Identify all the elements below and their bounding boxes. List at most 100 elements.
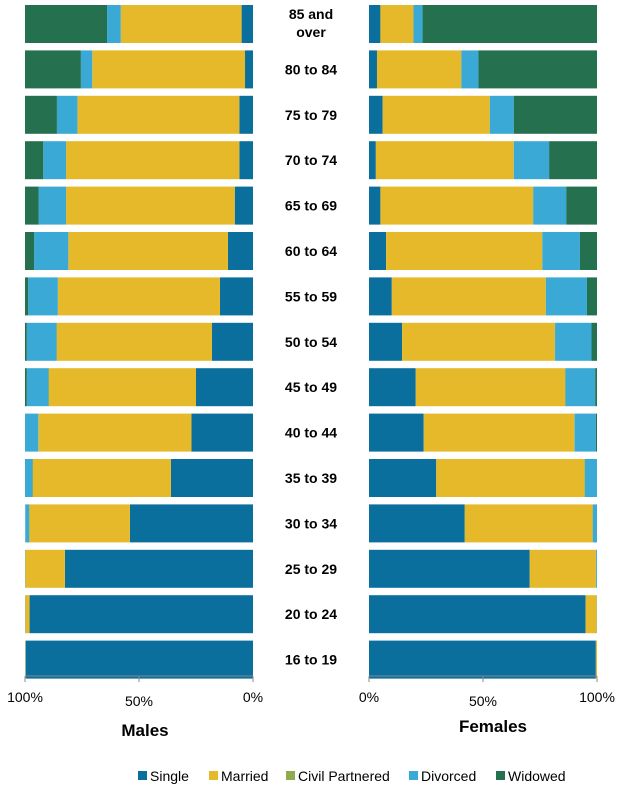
bar-females-married: [464, 504, 593, 543]
bar-females-married: [391, 277, 546, 316]
bar-females-single: [369, 277, 392, 316]
bar-males-widowed: [25, 232, 35, 270]
bar-females-divorced: [565, 368, 596, 407]
bar-females-divorced: [489, 95, 514, 134]
bar-females-widowed: [595, 368, 597, 407]
bar-females-married: [595, 640, 597, 679]
category-label: 16 to 19: [285, 652, 337, 668]
x-tick-label: 100%: [579, 689, 615, 705]
bar-females-single: [369, 504, 465, 543]
bar-males-married: [58, 277, 220, 316]
bar-males-divorced: [25, 504, 30, 543]
bar-males-married: [92, 50, 246, 89]
bar-males-married: [48, 368, 196, 407]
category-label: 55 to 59: [285, 288, 337, 304]
bar-females-married: [382, 95, 490, 134]
bar-males-married: [29, 504, 130, 543]
males-title: Males: [121, 721, 168, 740]
x-tick-label: 50%: [125, 693, 153, 709]
bar-females-divorced: [555, 322, 592, 361]
bar-males-single: [239, 95, 253, 134]
bar-males-divorced: [28, 277, 58, 316]
bar-females-single: [369, 595, 586, 634]
bar-females-divorced: [513, 141, 550, 180]
bar-females-widowed: [422, 5, 597, 43]
legend-swatch: [409, 771, 418, 780]
legend-label: Widowed: [508, 768, 566, 784]
bar-females-married: [380, 5, 414, 43]
legend-swatch: [138, 771, 147, 780]
bar-females-married: [376, 50, 462, 89]
bar-males-widowed: [25, 141, 44, 180]
bar-females-widowed: [549, 141, 597, 180]
bar-females-divorced: [592, 504, 597, 543]
bar-females-divorced: [542, 232, 580, 270]
bar-males-widowed: [25, 322, 27, 361]
bar-females-married: [380, 186, 534, 225]
females-title: Females: [459, 717, 527, 736]
bar-females-widowed: [566, 186, 597, 225]
bar-females-divorced: [533, 186, 567, 225]
category-label: 80 to 84: [285, 61, 337, 77]
bar-males-single: [219, 277, 253, 316]
bar-females-widowed: [591, 322, 597, 361]
category-label: 45 to 49: [285, 379, 337, 395]
bar-females-divorced: [584, 459, 597, 497]
bar-females-married: [529, 549, 596, 588]
bar-females-married: [585, 595, 597, 634]
legend-swatch: [286, 771, 295, 780]
bar-females-widowed: [586, 277, 597, 316]
category-label: 75 to 79: [285, 107, 337, 123]
bar-females-single: [369, 368, 416, 407]
category-label: 25 to 29: [285, 561, 337, 577]
x-tick-label: 100%: [7, 689, 43, 705]
category-label: 20 to 24: [285, 606, 337, 622]
category-label: 85 and over: [289, 6, 333, 40]
bar-males-widowed: [25, 368, 27, 407]
x-tick-label: 0%: [243, 689, 263, 705]
bar-males-divorced: [26, 368, 49, 407]
bar-males-divorced: [34, 232, 69, 270]
bar-females-divorced: [545, 277, 587, 316]
bar-males-single: [64, 549, 254, 588]
axes: 100% 50% 0% 0% 50% 100%: [7, 675, 615, 709]
bar-females-married: [375, 141, 514, 180]
bar-females-widowed: [595, 413, 597, 452]
bar-females-single: [369, 413, 424, 452]
bar-males-married: [66, 186, 235, 225]
bar-males-divorced: [80, 50, 93, 89]
bar-females-single: [369, 232, 387, 270]
bar-females-single: [369, 5, 381, 43]
bar-females-widowed: [513, 95, 597, 134]
bar-males-widowed: [25, 50, 81, 89]
bar-males-divorced: [38, 186, 67, 225]
category-labels: 85 and over 80 to 84 75 to 79 70 to 74 65 to …: [285, 6, 337, 668]
bar-females-divorced: [596, 549, 597, 588]
bar-females-married: [436, 459, 585, 497]
bar-males-divorced: [43, 141, 67, 180]
bar-males-single: [211, 322, 253, 361]
bar-males-single: [129, 504, 253, 543]
legend-label: Divorced: [421, 768, 476, 784]
bar-males-single: [196, 368, 253, 407]
bar-males-widowed: [25, 186, 39, 225]
bar-males-married: [120, 5, 242, 43]
bar-males-married: [38, 413, 192, 452]
bar-males-single: [234, 186, 253, 225]
category-label: 65 to 69: [285, 198, 337, 214]
bar-males-widowed: [25, 95, 57, 134]
bar-females-married: [415, 368, 566, 407]
bar-males-single: [227, 232, 253, 270]
bar-males-widowed: [25, 5, 108, 43]
legend: Single Married Civil Partnered Divorced Wido…: [138, 768, 566, 784]
category-label: 70 to 74: [285, 152, 337, 168]
bar-males-divorced: [56, 95, 78, 134]
bars: [25, 5, 597, 679]
bar-females-single: [369, 186, 381, 225]
bar-females-divorced: [413, 5, 423, 43]
legend-swatch: [209, 771, 218, 780]
bar-females-single: [369, 640, 596, 679]
bar-females-single: [369, 50, 377, 89]
bar-females-single: [369, 141, 376, 180]
